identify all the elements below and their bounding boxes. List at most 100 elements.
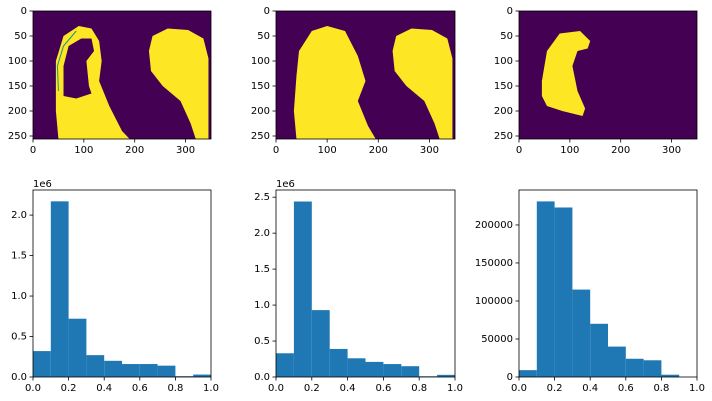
x-tick-label: 100 — [560, 145, 579, 156]
y-tick-label: 150 — [251, 81, 270, 92]
x-tick-label: 0.8 — [167, 383, 183, 394]
x-tick-label: 100 — [318, 145, 337, 156]
mask-image — [276, 11, 455, 139]
bar — [608, 346, 626, 377]
bar — [625, 358, 644, 377]
bar — [122, 364, 140, 377]
x-tick-label: 0.4 — [96, 383, 112, 394]
x-tick-label: 300 — [176, 145, 195, 156]
y-tick-label: 150 — [494, 81, 513, 92]
mask-image — [519, 11, 697, 139]
y-tick-label: 200 — [8, 106, 27, 117]
y-tick-label: 1.0 — [254, 300, 270, 311]
y-tick-label: 250 — [8, 131, 27, 142]
y-tick-label: 200000 — [475, 220, 513, 231]
y-tick-label: 0.5 — [11, 332, 27, 343]
x-tick-label: 0.2 — [61, 383, 77, 394]
x-tick-label: 1.0 — [447, 383, 463, 394]
bar — [311, 310, 330, 377]
x-tick-label: 200 — [369, 145, 388, 156]
y-tick-label: 50000 — [481, 334, 513, 345]
axes-frame — [518, 10, 698, 140]
bar — [437, 374, 455, 377]
y-tick-label: 150000 — [475, 258, 513, 269]
x-tick-label: 0.0 — [268, 383, 284, 394]
x-tick-label: 0.4 — [582, 383, 598, 394]
x-tick-label: 0.2 — [547, 383, 563, 394]
y-tick-label: 0 — [264, 6, 270, 17]
y-tick-label: 0.5 — [254, 336, 270, 347]
x-tick-label: 0.4 — [340, 383, 356, 394]
x-tick-label: 300 — [420, 145, 439, 156]
y-tick-label: 0 — [21, 6, 27, 17]
bar — [661, 374, 680, 377]
x-tick-label: 0 — [30, 145, 36, 156]
bar — [383, 364, 402, 377]
bar — [401, 366, 420, 377]
mask-image — [33, 11, 211, 139]
bar — [590, 323, 608, 377]
bar — [175, 376, 194, 377]
x-tick-label: 200 — [611, 145, 630, 156]
bar — [554, 207, 573, 377]
y-tick-label: 2.0 — [11, 210, 27, 221]
y-tick-label: 200 — [494, 106, 513, 117]
bar — [536, 201, 555, 377]
bar — [86, 355, 105, 377]
axes-frame — [275, 189, 456, 378]
x-tick-label: 200 — [125, 145, 144, 156]
y-tick-label: 100000 — [475, 296, 513, 307]
bar — [193, 374, 211, 377]
y-tick-label: 2.5 — [254, 192, 270, 203]
bar — [276, 353, 294, 377]
y-offset-label: 1e6 — [276, 179, 295, 190]
y-tick-label: 150 — [8, 81, 27, 92]
y-tick-label: 1.5 — [254, 264, 270, 275]
x-tick-label: 0 — [273, 145, 279, 156]
x-tick-label: 0.8 — [653, 383, 669, 394]
bar — [139, 364, 158, 377]
bar — [347, 358, 366, 377]
x-tick-label: 0.6 — [618, 383, 634, 394]
x-tick-label: 0.0 — [25, 383, 41, 394]
y-tick-label: 50 — [14, 31, 27, 42]
x-tick-label: 100 — [74, 145, 93, 156]
x-tick-label: 1.0 — [203, 383, 219, 394]
y-tick-label: 50 — [500, 31, 513, 42]
x-tick-label: 0.6 — [375, 383, 391, 394]
x-tick-label: 0.8 — [411, 383, 427, 394]
axes-frame — [32, 10, 212, 140]
x-tick-label: 0 — [516, 145, 522, 156]
x-tick-label: 1.0 — [689, 383, 705, 394]
y-tick-label: 0.0 — [11, 372, 27, 383]
y-tick-label: 0 — [507, 6, 513, 17]
bar — [50, 201, 69, 377]
bar — [293, 201, 312, 377]
bar — [519, 370, 537, 377]
y-tick-label: 0.0 — [254, 372, 270, 383]
y-tick-label: 250 — [494, 131, 513, 142]
axes-frame — [275, 10, 456, 140]
x-tick-label: 0.6 — [132, 383, 148, 394]
y-tick-label: 1.5 — [11, 251, 27, 262]
y-tick-label: 1.0 — [11, 291, 27, 302]
y-tick-label: 100 — [8, 56, 27, 67]
y-tick-label: 100 — [251, 56, 270, 67]
bar — [643, 360, 662, 377]
y-tick-label: 100 — [494, 56, 513, 67]
x-tick-label: 0.2 — [304, 383, 320, 394]
bar — [157, 365, 176, 377]
bar — [572, 289, 591, 377]
axes-frame — [518, 189, 698, 378]
x-tick-label: 0.0 — [511, 383, 527, 394]
bar — [329, 348, 348, 377]
axes-frame — [32, 189, 212, 378]
bar — [33, 351, 51, 377]
y-tick-label: 0 — [507, 372, 513, 383]
bar — [68, 318, 87, 377]
bar — [365, 361, 384, 377]
y-tick-label: 50 — [257, 31, 270, 42]
y-tick-label: 250 — [251, 131, 270, 142]
y-tick-label: 2.0 — [254, 228, 270, 239]
